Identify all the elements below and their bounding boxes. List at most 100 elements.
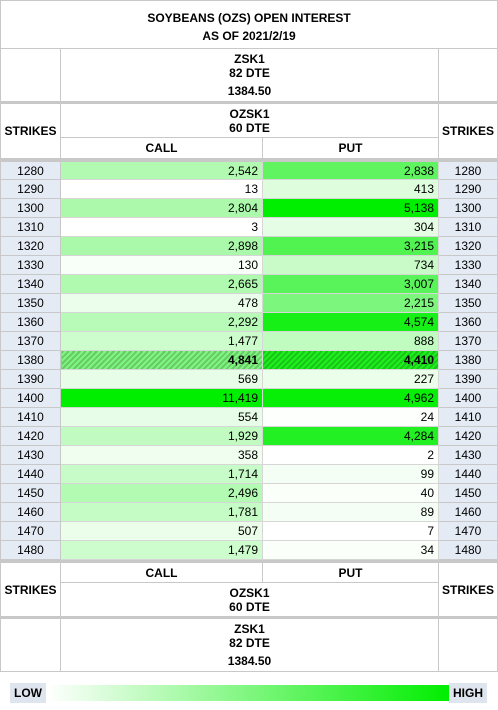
table-row: 1370 1,477 888 1370 <box>0 331 498 351</box>
underlying-dte: 82 DTE <box>229 66 270 80</box>
strikes-header-left: STRIKES <box>0 101 61 159</box>
option-info-bottom: OZSK1 60 DTE <box>60 582 439 618</box>
option-info-top: OZSK1 60 DTE <box>60 101 439 138</box>
strike-cell-left: 1310 <box>0 217 61 237</box>
strike-cell-left: 1420 <box>0 426 61 446</box>
call-oi-cell: 507 <box>60 521 263 541</box>
legend-low-label: LOW <box>10 683 46 703</box>
put-oi-cell: 3,215 <box>262 236 439 256</box>
strike-cell-right: 1320 <box>438 236 498 256</box>
strike-cell-right: 1420 <box>438 426 498 446</box>
strike-cell-left: 1370 <box>0 331 61 351</box>
strike-cell-right: 1400 <box>438 388 498 408</box>
table-row: 1410 554 24 1410 <box>0 407 498 427</box>
put-oi-cell: 4,962 <box>262 388 439 408</box>
call-oi-cell: 3 <box>60 217 263 237</box>
table-row: 1290 13 413 1290 <box>0 179 498 199</box>
table-row: 1460 1,781 89 1460 <box>0 502 498 522</box>
blank-left-bottom <box>0 616 61 672</box>
strike-cell-left: 1360 <box>0 312 61 332</box>
put-oi-cell: 7 <box>262 521 439 541</box>
table-row: 1470 507 7 1470 <box>0 521 498 541</box>
strikes-footer-left: STRIKES <box>0 560 61 618</box>
strike-cell-right: 1370 <box>438 331 498 351</box>
put-oi-cell: 4,574 <box>262 312 439 332</box>
table-row: 1380 4,841 4,410 1380 <box>0 350 498 370</box>
call-oi-cell: 1,477 <box>60 331 263 351</box>
put-oi-cell: 3,007 <box>262 274 439 294</box>
strike-cell-right: 1280 <box>438 159 498 180</box>
underlying-symbol: ZSK1 <box>234 52 265 66</box>
table-row: 1350 478 2,215 1350 <box>0 293 498 313</box>
call-oi-cell: 358 <box>60 445 263 465</box>
put-oi-cell: 2,215 <box>262 293 439 313</box>
chart-title: SOYBEANS (OZS) OPEN INTEREST <box>0 0 498 25</box>
strike-cell-right: 1380 <box>438 350 498 370</box>
strike-cell-left: 1300 <box>0 198 61 218</box>
put-oi-cell: 413 <box>262 179 439 199</box>
option-symbol-bottom: OZSK1 <box>229 585 270 600</box>
strikes-footer-right: STRIKES <box>438 560 498 618</box>
table-row: 1300 2,804 5,138 1300 <box>0 198 498 218</box>
table-row: 1400 11,419 4,962 1400 <box>0 388 498 408</box>
call-oi-cell: 130 <box>60 255 263 275</box>
as-of-date: AS OF 2021/2/19 <box>0 24 498 49</box>
strike-cell-right: 1440 <box>438 464 498 484</box>
call-oi-cell: 2,496 <box>60 483 263 503</box>
color-scale-legend: LOW HIGH <box>10 683 487 703</box>
put-oi-cell: 24 <box>262 407 439 427</box>
strike-cell-right: 1480 <box>438 540 498 560</box>
underlying-symbol-bottom: ZSK1 <box>234 622 265 636</box>
put-oi-cell: 99 <box>262 464 439 484</box>
option-dte-bottom: 60 DTE <box>229 599 270 614</box>
call-oi-cell: 2,898 <box>60 236 263 256</box>
put-oi-cell: 734 <box>262 255 439 275</box>
legend-high-label: HIGH <box>449 683 487 703</box>
table-row: 1280 2,542 2,838 1280 <box>0 159 498 180</box>
table-row: 1480 1,479 34 1480 <box>0 540 498 560</box>
open-interest-table-container: SOYBEANS (OZS) OPEN INTEREST AS OF 2021/… <box>0 0 498 672</box>
underlying-info-bottom: ZSK1 82 DTE 1384.50 <box>60 616 439 672</box>
call-oi-cell: 1,929 <box>60 426 263 446</box>
strike-cell-left: 1290 <box>0 179 61 199</box>
strike-cell-left: 1470 <box>0 521 61 541</box>
table-row: 1420 1,929 4,284 1420 <box>0 426 498 446</box>
put-column-header: PUT <box>262 137 439 159</box>
footer-table: STRIKES CALL PUT STRIKES OZSK1 60 DTE ZS… <box>0 560 498 672</box>
strike-cell-right: 1300 <box>438 198 498 218</box>
table-row: 1390 569 227 1390 <box>0 369 498 389</box>
call-oi-cell: 1,479 <box>60 540 263 560</box>
table-row: 1320 2,898 3,215 1320 <box>0 236 498 256</box>
call-oi-cell: 2,542 <box>60 159 263 180</box>
strike-cell-left: 1400 <box>0 388 61 408</box>
strike-cell-left: 1440 <box>0 464 61 484</box>
call-oi-cell: 2,665 <box>60 274 263 294</box>
strike-cell-left: 1480 <box>0 540 61 560</box>
put-oi-cell: 40 <box>262 483 439 503</box>
strike-cell-right: 1470 <box>438 521 498 541</box>
call-oi-cell: 569 <box>60 369 263 389</box>
put-oi-cell: 89 <box>262 502 439 522</box>
call-oi-cell: 11,419 <box>60 388 263 408</box>
strike-cell-left: 1320 <box>0 236 61 256</box>
call-oi-cell: 1,781 <box>60 502 263 522</box>
option-symbol: OZSK1 <box>229 106 270 121</box>
call-oi-cell: 478 <box>60 293 263 313</box>
legend-gradient-bar <box>46 685 450 701</box>
call-oi-cell: 4,841 <box>60 350 263 370</box>
data-rows: 1280 2,542 2,838 1280 1290 13 413 1290 1300 2,804… <box>0 159 498 560</box>
underlying-price: 1384.50 <box>227 84 272 98</box>
strike-cell-right: 1330 <box>438 255 498 275</box>
put-oi-cell: 34 <box>262 540 439 560</box>
strike-cell-right: 1390 <box>438 369 498 389</box>
strike-cell-right: 1410 <box>438 407 498 427</box>
strike-cell-right: 1350 <box>438 293 498 313</box>
put-oi-cell: 5,138 <box>262 198 439 218</box>
header-table: SOYBEANS (OZS) OPEN INTEREST AS OF 2021/… <box>0 0 498 159</box>
put-oi-cell: 304 <box>262 217 439 237</box>
data-table: 1280 2,542 2,838 1280 1290 13 413 1290 1300 2,804… <box>0 159 498 560</box>
call-oi-cell: 2,292 <box>60 312 263 332</box>
table-row: 1440 1,714 99 1440 <box>0 464 498 484</box>
put-oi-cell: 2,838 <box>262 159 439 180</box>
strike-cell-left: 1380 <box>0 350 61 370</box>
